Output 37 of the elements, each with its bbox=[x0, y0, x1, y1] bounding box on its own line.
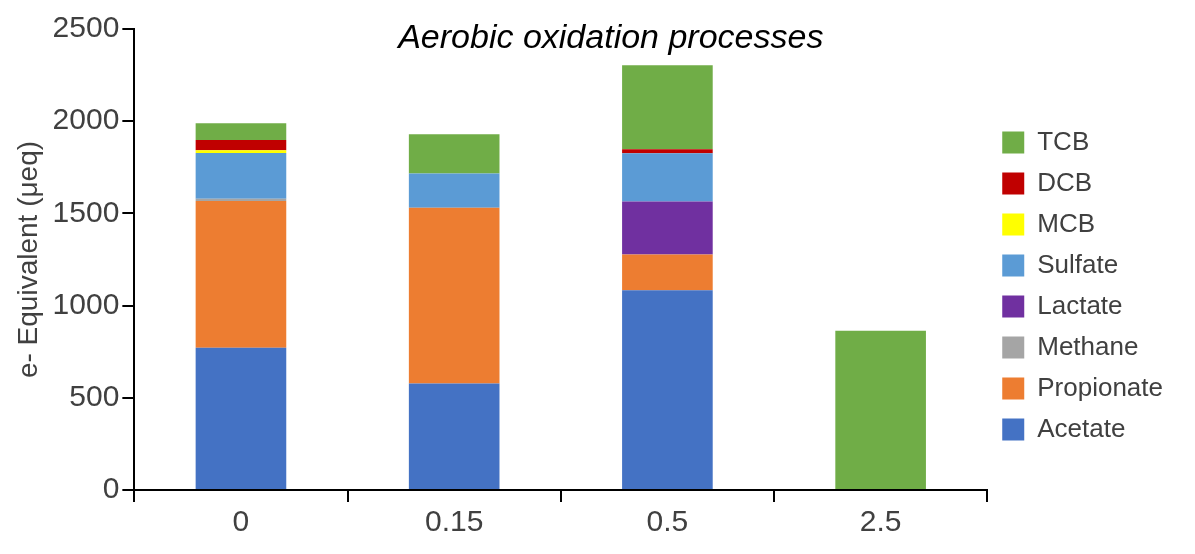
x-tick-label: 2.5 bbox=[859, 504, 902, 538]
legend-label: Lactate bbox=[1037, 289, 1123, 320]
bar bbox=[622, 254, 713, 291]
bar bbox=[408, 173, 500, 208]
x-tick-label: 0.5 bbox=[646, 504, 689, 538]
bar bbox=[835, 330, 926, 489]
x-tick-label: 0 bbox=[232, 504, 250, 538]
y-axis-title: e- Equivalent (μeq) bbox=[11, 140, 43, 379]
bar bbox=[195, 347, 287, 489]
legend-label: Sulfate bbox=[1037, 248, 1119, 279]
legend-label: Acetate bbox=[1037, 412, 1126, 443]
bar bbox=[408, 134, 500, 174]
y-tick-label: 2000 bbox=[52, 102, 120, 136]
bar bbox=[622, 65, 713, 150]
bar bbox=[195, 201, 287, 348]
bar bbox=[195, 123, 287, 141]
y-tick-label: 2500 bbox=[52, 10, 120, 44]
legend-label: Propionate bbox=[1037, 371, 1164, 402]
bar bbox=[195, 150, 287, 153]
bar bbox=[622, 290, 713, 489]
legend-label: Methane bbox=[1037, 330, 1139, 361]
y-tick-label: 500 bbox=[69, 379, 120, 413]
legend-label: DCB bbox=[1037, 166, 1093, 197]
y-tick-label: 1500 bbox=[52, 194, 120, 228]
legend-label: MCB bbox=[1037, 207, 1096, 238]
legend-label: TCB bbox=[1037, 125, 1090, 156]
bar bbox=[195, 140, 287, 151]
bar bbox=[195, 152, 287, 199]
y-tick-label: 0 bbox=[102, 471, 120, 505]
x-tick-label: 0.15 bbox=[424, 504, 484, 538]
y-tick-label: 1000 bbox=[52, 286, 120, 320]
bar bbox=[622, 201, 713, 255]
chart-title: Aerobic oxidation processes bbox=[396, 17, 824, 56]
bar bbox=[408, 207, 500, 384]
bar bbox=[408, 383, 500, 489]
bar bbox=[622, 149, 713, 154]
bar bbox=[622, 153, 713, 202]
